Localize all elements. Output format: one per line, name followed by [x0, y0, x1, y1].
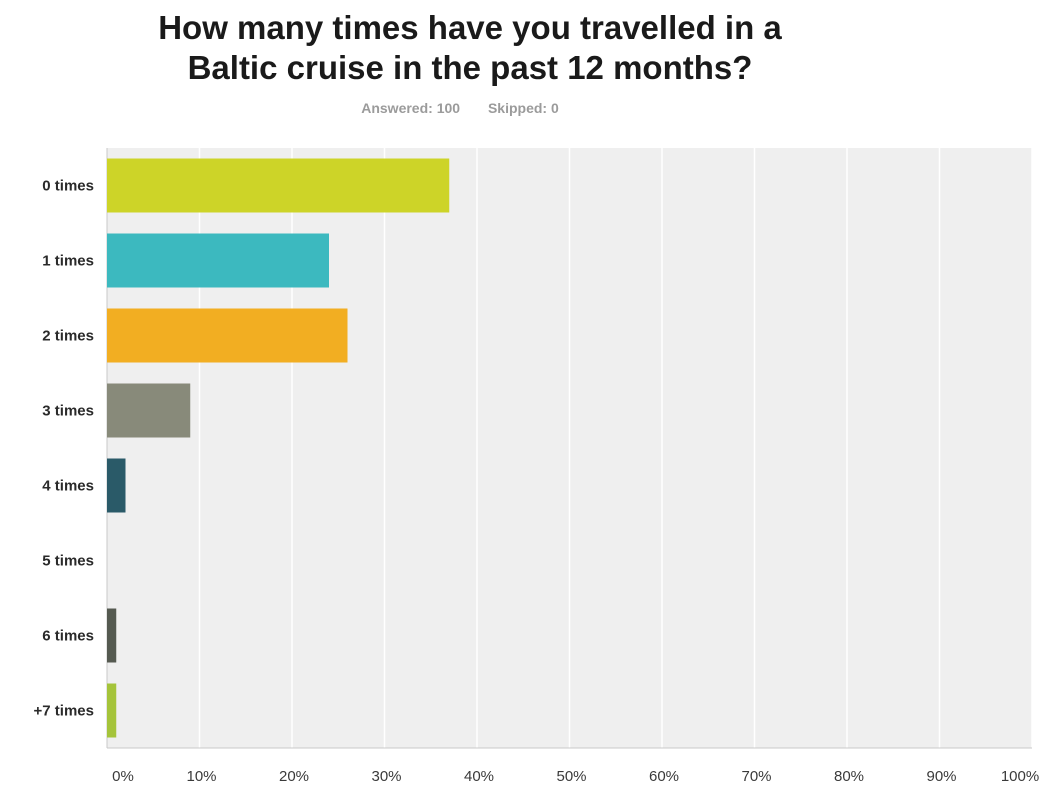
skipped-count: Skipped: 0 [487, 100, 559, 116]
bar [107, 458, 126, 513]
x-tick-label: 30% [371, 768, 401, 785]
category-label: 6 times [42, 628, 94, 645]
bar [107, 608, 117, 663]
x-tick-label: 20% [279, 768, 309, 785]
bar [107, 383, 191, 438]
x-tick-labels: 0% 10% 20% 30% 40% 50% 60% 70% 80% 90% 100% [112, 768, 1039, 785]
x-tick-label: 90% [926, 768, 956, 785]
x-tick-label: 10% [186, 768, 216, 785]
category-labels: 0 times 1 times 2 times 3 times 4 times 5 tim… [34, 178, 94, 720]
category-label: 1 times [42, 253, 94, 270]
chart-title: How many times have you travelled in a B… [40, 8, 900, 88]
x-tick-label: 80% [834, 768, 864, 785]
category-label: 5 times [42, 553, 94, 570]
answered-count: Answered: 100 [361, 100, 461, 116]
category-label: +7 times [34, 703, 94, 720]
category-label: 4 times [42, 478, 94, 495]
x-tick-label: 0% [112, 768, 134, 785]
bars [107, 158, 450, 738]
bar [107, 158, 450, 213]
chart-title-line-1: How many times have you travelled in a [158, 9, 782, 46]
bar [107, 683, 117, 738]
category-label: 2 times [42, 328, 94, 345]
chart-title-line-2: Baltic cruise in the past 12 months? [187, 49, 753, 86]
bar [107, 233, 329, 288]
x-tick-label: 60% [649, 768, 679, 785]
x-tick-label: 70% [741, 768, 771, 785]
x-tick-label: 40% [464, 768, 494, 785]
x-tick-label: 50% [556, 768, 586, 785]
category-label: 3 times [42, 403, 94, 420]
bar [107, 308, 348, 363]
category-label: 0 times [42, 178, 94, 195]
x-tick-label: 100% [1001, 768, 1039, 785]
response-summary: Answered: 100 Skipped: 0 [0, 100, 920, 116]
